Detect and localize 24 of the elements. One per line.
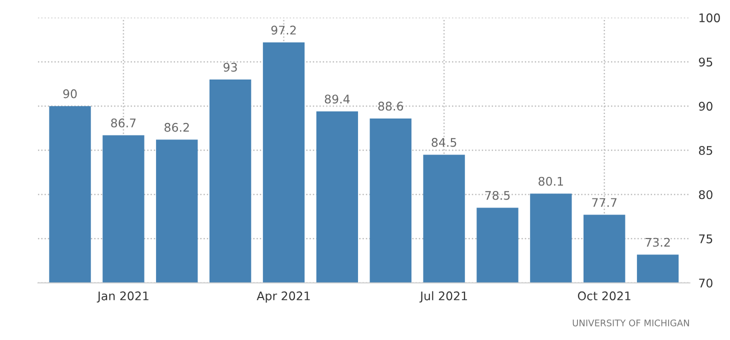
data-label: 77.7 [592,198,616,207]
y-tick-label: 75 [699,234,712,244]
x-tick-label: Apr 2021 [256,291,310,303]
y-tick-label: 95 [698,58,712,67]
y-tick-label: 100 [699,13,720,22]
x-tick-label: Jul 2021 [419,291,467,303]
data-label: 73.2 [646,238,670,247]
data-label: 89.4 [324,94,350,104]
data-label: 86.7 [111,118,136,128]
x-tick-label: Oct 2021 [578,291,630,300]
data-label: 86.2 [164,122,189,132]
y-tick-label: 80 [698,190,712,200]
data-label: 88.6 [378,102,404,111]
y-tick-label: 70 [699,278,712,288]
text: UNIVERSITY OF MICHIGAN [572,320,689,326]
data-label: 97.2 [271,26,296,35]
x-tick-label: Jan 2021 [96,291,148,303]
data-label: 78.5 [485,190,510,200]
data-label: 80.1 [538,176,563,186]
y-tick-label: 85 [698,146,712,155]
data-label: 93 [224,62,237,72]
data-label: 90 [63,89,77,98]
y-tick-label: 90 [698,102,712,111]
data-label: 84.5 [432,138,456,147]
